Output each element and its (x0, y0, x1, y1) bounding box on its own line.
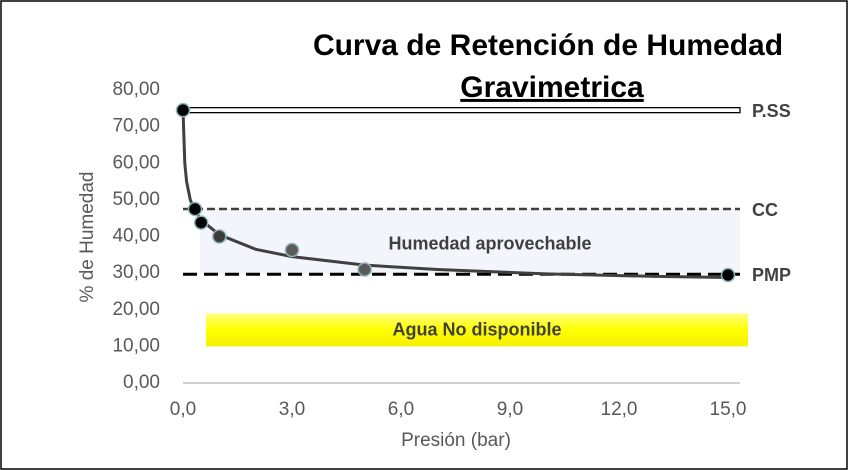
band-label: Agua No disponible (393, 320, 562, 340)
x-tick-label: 6,0 (388, 399, 414, 420)
y-tick-label: 0,00 (123, 372, 160, 393)
data-point (187, 201, 203, 217)
x-tick-label: 9,0 (497, 399, 523, 420)
y-tick-label: 10,00 (112, 335, 160, 356)
chart-title: Curva de Retención de Humedad (313, 29, 783, 62)
trend-line (181, 110, 729, 279)
data-point (212, 229, 227, 244)
y-tick-label: 30,00 (112, 262, 160, 283)
region-label: Humedad aprovechable (388, 233, 591, 253)
y-tick-label: 50,00 (112, 189, 160, 210)
x-tick-label: 3,0 (279, 399, 305, 420)
y-axis-title: % de Humedad (77, 172, 98, 303)
x-tick-label: 12,0 (601, 399, 638, 420)
x-axis-title: Presión (bar) (401, 430, 511, 451)
y-tick-label: 40,00 (112, 226, 160, 247)
y-tick-label: 70,00 (112, 116, 160, 137)
reference-label: PMP (752, 265, 791, 285)
data-point (720, 267, 736, 283)
x-tick-label: 0,0 (170, 399, 196, 420)
reference-label: CC (752, 200, 778, 220)
region (200, 209, 740, 275)
reference-label: P.SS (752, 101, 791, 121)
data-point (175, 102, 191, 118)
data-point (193, 215, 209, 230)
y-tick-label: 60,00 (112, 152, 160, 173)
y-tick-label: 80,00 (112, 79, 160, 100)
band (206, 313, 748, 347)
data-point (357, 262, 372, 277)
chart-title: Gravimetrica (460, 71, 644, 104)
data-point (284, 242, 300, 258)
reference-line (182, 106, 741, 114)
y-tick-label: 20,00 (112, 299, 160, 320)
x-tick-label: 15,0 (710, 399, 747, 420)
